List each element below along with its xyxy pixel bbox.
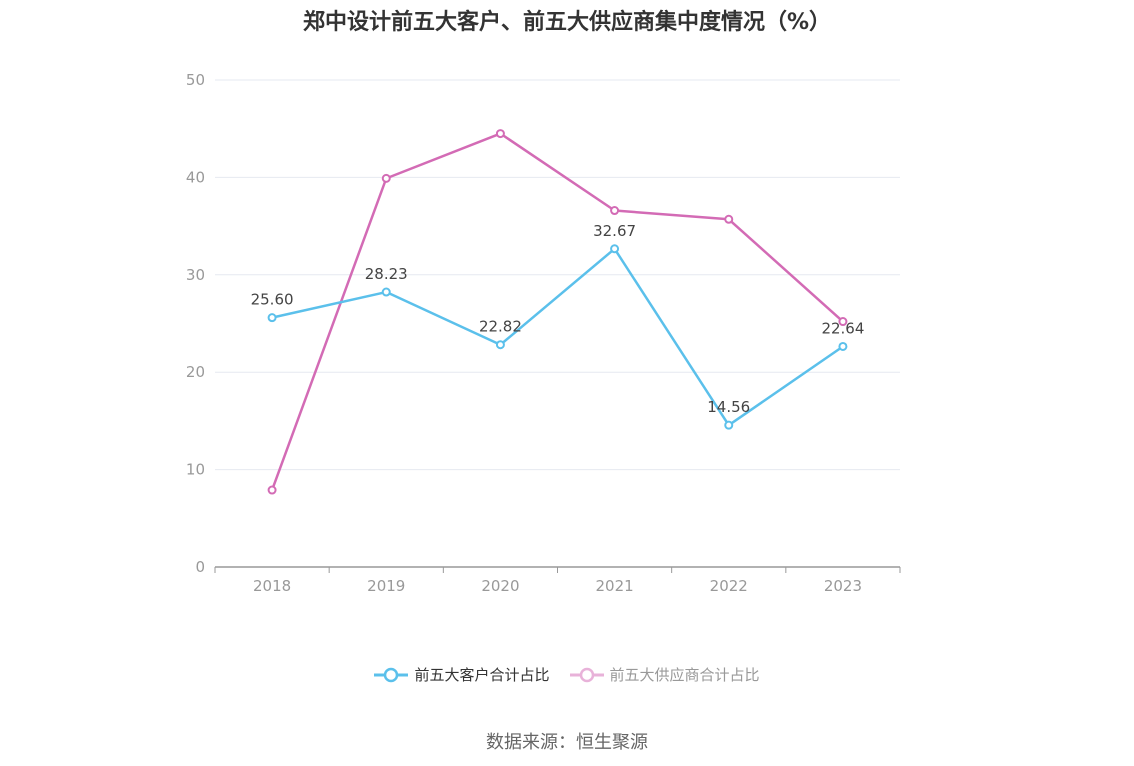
series-line-1 <box>270 132 844 491</box>
point-1-2022[interactable] <box>724 214 734 224</box>
grid-lines <box>215 79 900 471</box>
data-label-2019: 28.23 <box>365 265 408 283</box>
point-0-2020[interactable] <box>495 340 505 350</box>
point-0-2022[interactable] <box>724 420 734 430</box>
legend-marker-suppliers <box>569 667 604 682</box>
x-tick-label-2018: 2018 <box>253 577 291 595</box>
y-tick-label-40: 40 <box>186 168 205 186</box>
axes: 0 10 20 30 40 50 2018 2019 2020 2021 2022 2023 <box>186 71 901 595</box>
point-1-2019[interactable] <box>381 173 391 183</box>
data-label-2020: 22.82 <box>479 318 522 336</box>
legend-item-suppliers[interactable]: 前五大供应商合计占比 <box>569 664 760 685</box>
legend-label-suppliers: 前五大供应商合计占比 <box>609 666 760 684</box>
legend-label-customers: 前五大客户合计占比 <box>414 666 550 684</box>
series-line-0 <box>271 247 844 427</box>
data-labels: 25.60 28.23 22.82 32.67 14.56 22.64 <box>251 222 865 416</box>
x-tick-label-2023: 2023 <box>824 577 862 595</box>
x-tick-label-2022: 2022 <box>710 577 748 595</box>
legend: 前五大客户合计占比 前五大供应商合计占比 <box>0 664 1134 685</box>
point-0-2023[interactable] <box>838 341 848 351</box>
data-label-2022: 14.56 <box>707 398 750 416</box>
y-tick-label-0: 0 <box>195 558 205 576</box>
point-1-2021[interactable] <box>610 206 620 216</box>
x-tick-label-2020: 2020 <box>481 577 519 595</box>
data-label-2018: 25.60 <box>251 291 294 309</box>
point-0-2018[interactable] <box>267 313 277 323</box>
x-tick-label-2019: 2019 <box>367 577 405 595</box>
chart-title: 郑中设计前五大客户、前五大供应商集中度情况（%） <box>302 10 832 35</box>
data-label-2021: 32.67 <box>593 222 636 240</box>
point-0-2019[interactable] <box>381 287 391 297</box>
y-tick-label-50: 50 <box>186 71 205 89</box>
data-label-2023: 22.64 <box>821 319 864 337</box>
point-1-2018[interactable] <box>267 485 277 495</box>
source-note: 数据来源：恒生聚源 <box>486 732 648 753</box>
y-tick-label-20: 20 <box>186 363 205 381</box>
x-tick-label-2021: 2021 <box>595 577 633 595</box>
point-0-2021[interactable] <box>610 244 620 254</box>
point-1-2023[interactable] <box>838 317 848 327</box>
legend-item-customers[interactable]: 前五大客户合计占比 <box>374 664 550 685</box>
legend-marker-customers <box>374 667 409 682</box>
y-tick-label-10: 10 <box>186 461 205 479</box>
y-tick-label-30: 30 <box>186 266 205 284</box>
point-1-2020[interactable] <box>495 129 505 139</box>
series-layer <box>267 129 848 495</box>
